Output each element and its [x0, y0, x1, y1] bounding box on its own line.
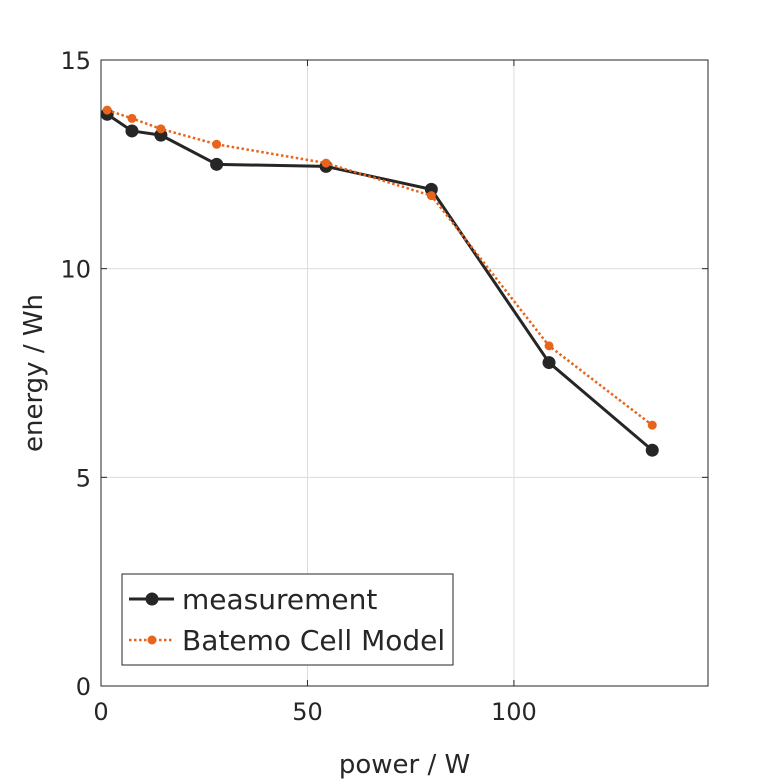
x-tick-label: 100 [491, 698, 537, 726]
legend: measurement Batemo Cell Model [121, 573, 454, 666]
x-tick-label: 0 [93, 698, 108, 726]
series-line-batemo-cell-model [106, 108, 654, 427]
axis-ticks: 0 50 100 0 5 10 15 [60, 47, 708, 726]
plot-frame [100, 59, 709, 687]
y-tick-label: 10 [60, 256, 91, 284]
data-point-measurement [645, 443, 659, 457]
data-point-batemo-cell-model [212, 139, 222, 149]
data-point-batemo-cell-model [426, 191, 436, 201]
y-tick-label: 0 [76, 673, 91, 701]
y-axis-label: energy / Wh [19, 294, 49, 452]
data-point-batemo-cell-model [127, 113, 137, 123]
x-tick-label: 50 [292, 698, 323, 726]
legend-label-batemo-cell-model: Batemo Cell Model [182, 624, 445, 657]
series [100, 105, 659, 457]
data-point-batemo-cell-model [647, 420, 657, 430]
y-tick-label: 15 [60, 47, 91, 75]
x-axis-label: power / W [339, 750, 470, 780]
data-point-batemo-cell-model [321, 158, 331, 168]
legend-marker-measurement [145, 592, 159, 606]
legend-marker-batemo-cell-model [147, 635, 157, 645]
legend-label-measurement: measurement [182, 583, 377, 616]
y-tick-label: 5 [76, 464, 91, 492]
data-point-batemo-cell-model [544, 341, 554, 351]
data-point-measurement [542, 356, 556, 370]
data-point-batemo-cell-model [156, 124, 166, 134]
data-point-measurement [125, 124, 139, 138]
legend-box [121, 573, 454, 666]
data-point-batemo-cell-model [102, 105, 112, 115]
data-point-measurement [210, 157, 224, 171]
